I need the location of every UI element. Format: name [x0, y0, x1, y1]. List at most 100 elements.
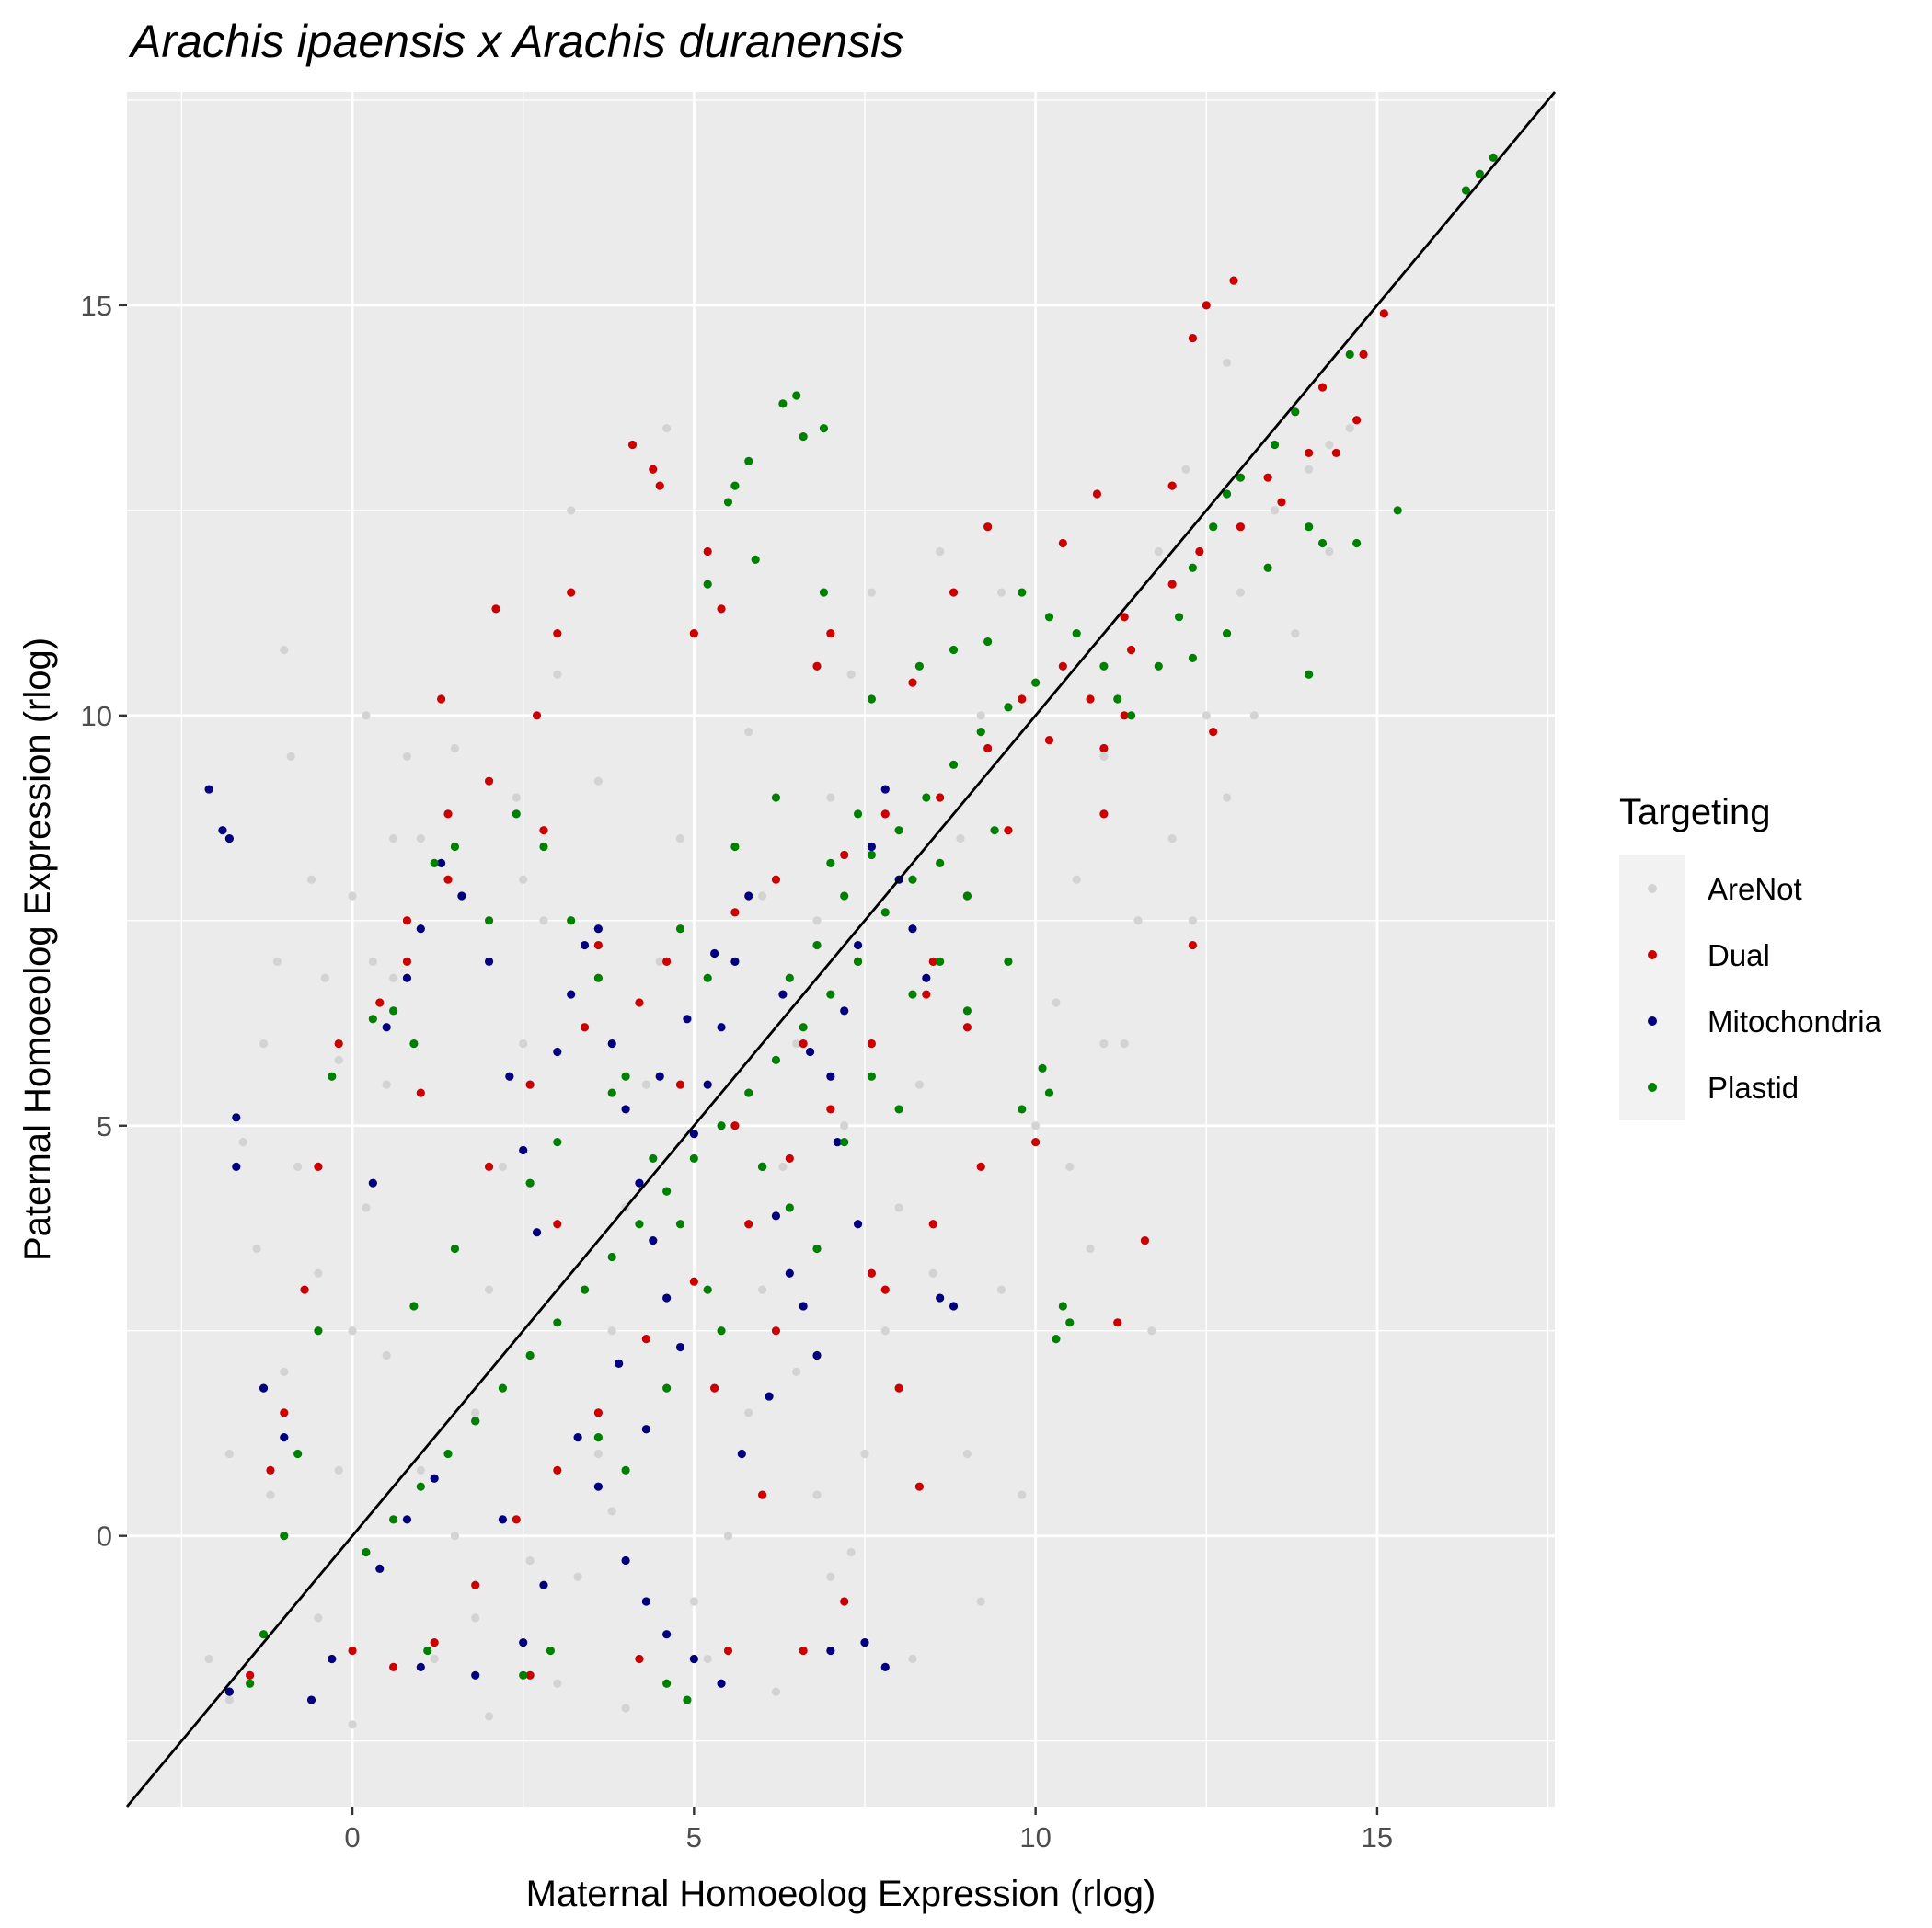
point-mitochondria: [703, 1080, 712, 1089]
point-dual: [914, 1482, 924, 1491]
point-mitochondria: [553, 1047, 562, 1057]
x-axis-title: Maternal Homoeolog Expression (rlog): [526, 1874, 1156, 1914]
point-dual: [1044, 735, 1054, 745]
point-arenot: [362, 1203, 371, 1212]
point-plastid: [792, 391, 801, 400]
point-arenot: [553, 1679, 562, 1688]
point-arenot: [512, 793, 521, 802]
point-arenot: [573, 1572, 582, 1581]
point-dual: [826, 629, 835, 638]
point-mitochondria: [539, 1580, 548, 1589]
point-plastid: [703, 1285, 712, 1294]
point-plastid: [1222, 489, 1232, 499]
point-dual: [525, 1080, 535, 1089]
legend-swatch: [1648, 1016, 1657, 1026]
point-arenot: [450, 1532, 460, 1541]
point-arenot: [1188, 916, 1198, 925]
point-dual: [1092, 489, 1102, 499]
y-axis-title: Paternal Homoeolog Expression (rlog): [17, 637, 58, 1261]
point-mitochondria: [580, 940, 590, 950]
point-plastid: [744, 1088, 753, 1097]
point-plastid: [840, 891, 849, 901]
point-dual: [675, 1080, 685, 1089]
point-arenot: [689, 1597, 698, 1606]
point-mitochondria: [655, 1072, 664, 1081]
point-plastid: [922, 793, 931, 802]
point-dual: [280, 1408, 289, 1417]
point-plastid: [1031, 678, 1041, 687]
point-mitochondria: [498, 1515, 508, 1524]
point-arenot: [1065, 1162, 1075, 1171]
point-plastid: [723, 498, 733, 507]
point-plastid: [1270, 440, 1280, 450]
point-mitochondria: [382, 1023, 391, 1032]
point-mitochondria: [867, 842, 877, 852]
point-mitochondria: [607, 1039, 616, 1049]
point-dual: [1209, 728, 1218, 737]
point-plastid: [484, 916, 494, 925]
point-plastid: [758, 1162, 767, 1171]
point-dual: [1277, 498, 1286, 507]
point-dual: [402, 916, 412, 925]
point-dual: [416, 1088, 425, 1097]
point-plastid: [1058, 1302, 1067, 1311]
point-dual: [928, 1220, 937, 1229]
point-arenot: [1031, 1121, 1041, 1130]
point-mitochondria: [908, 924, 917, 934]
point-dual: [300, 1285, 309, 1294]
chart-title: Arachis ipaensis x Arachis duranensis: [128, 16, 903, 67]
point-arenot: [314, 1268, 323, 1278]
point-dual: [1229, 276, 1238, 285]
point-plastid: [1209, 522, 1218, 532]
point-arenot: [484, 1712, 494, 1721]
point-arenot: [607, 1507, 616, 1516]
point-plastid: [553, 1137, 562, 1147]
legend-title: Targeting: [1619, 792, 1771, 832]
point-dual: [908, 678, 917, 687]
point-plastid: [689, 1153, 698, 1164]
point-arenot: [1018, 1490, 1027, 1499]
point-plastid: [368, 1015, 377, 1024]
series-plastid: [246, 153, 1498, 1704]
point-arenot: [880, 1326, 890, 1336]
point-plastid: [962, 891, 972, 901]
point-dual: [730, 1121, 740, 1130]
point-plastid: [430, 858, 439, 867]
x-tick-label: 0: [344, 1821, 360, 1853]
point-arenot: [1167, 833, 1177, 844]
point-arenot: [1249, 711, 1259, 720]
point-dual: [723, 1646, 733, 1656]
point-mitochondria: [771, 1211, 781, 1221]
point-mitochondria: [785, 1268, 794, 1278]
point-plastid: [778, 399, 788, 408]
point-dual: [771, 875, 781, 884]
point-plastid: [409, 1302, 419, 1311]
point-mitochondria: [204, 785, 213, 794]
point-mitochondria: [675, 1342, 685, 1352]
point-plastid: [812, 940, 822, 950]
point-dual: [1167, 481, 1177, 490]
point-arenot: [867, 588, 877, 597]
legend-label: AreNot: [1708, 872, 1802, 906]
point-arenot: [204, 1654, 213, 1664]
point-arenot: [389, 833, 398, 844]
point-arenot: [320, 973, 329, 982]
point-arenot: [758, 891, 767, 901]
point-arenot: [675, 833, 685, 844]
point-arenot: [402, 752, 412, 762]
point-arenot: [567, 506, 576, 515]
point-mitochondria: [519, 1145, 528, 1155]
point-arenot: [1133, 916, 1143, 925]
point-dual: [928, 957, 937, 966]
point-arenot: [812, 1490, 822, 1499]
point-arenot: [621, 1704, 630, 1713]
point-mitochondria: [683, 1015, 692, 1024]
point-plastid: [785, 1203, 794, 1212]
point-plastid: [525, 1350, 535, 1360]
point-arenot: [416, 1465, 425, 1475]
y-tick-label: 0: [97, 1521, 112, 1553]
point-dual: [348, 1646, 357, 1656]
point-arenot: [450, 743, 460, 753]
point-plastid: [949, 645, 959, 655]
point-dual: [1359, 350, 1368, 359]
